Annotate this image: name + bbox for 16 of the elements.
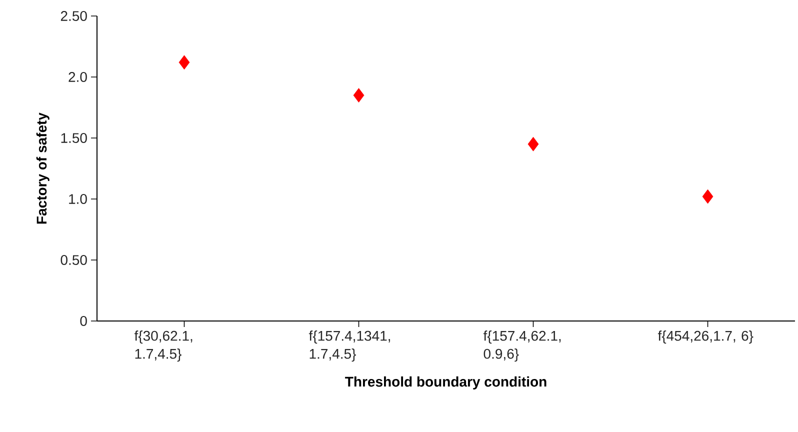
y-tick-label: 2.50	[60, 11, 87, 21]
y-tick-label: 1.0	[69, 194, 87, 204]
point	[528, 136, 539, 152]
point	[702, 189, 714, 204]
point	[178, 55, 190, 70]
y-tick-label: 0	[80, 316, 87, 326]
y-tick-label: 2.0	[68, 72, 87, 82]
x-tick-label: f{157.4,1341, 1.7,4.5}	[308, 330, 390, 362]
y-axis-title: Factory of safety	[36, 112, 50, 224]
y-tick-label: 0.50	[60, 255, 87, 265]
y-tick-label: 1.50	[61, 133, 87, 143]
point	[353, 88, 364, 102]
x-axis-title: Threshold boundary condition	[345, 376, 546, 390]
x-tick-label: f{30,62.1, 1.7,4.5}	[134, 330, 192, 362]
x-tick-label: f{157.4,62.1, 0.9,6}	[483, 330, 561, 362]
x-tick-label: f{454,26,1.7, 6}	[658, 330, 754, 344]
